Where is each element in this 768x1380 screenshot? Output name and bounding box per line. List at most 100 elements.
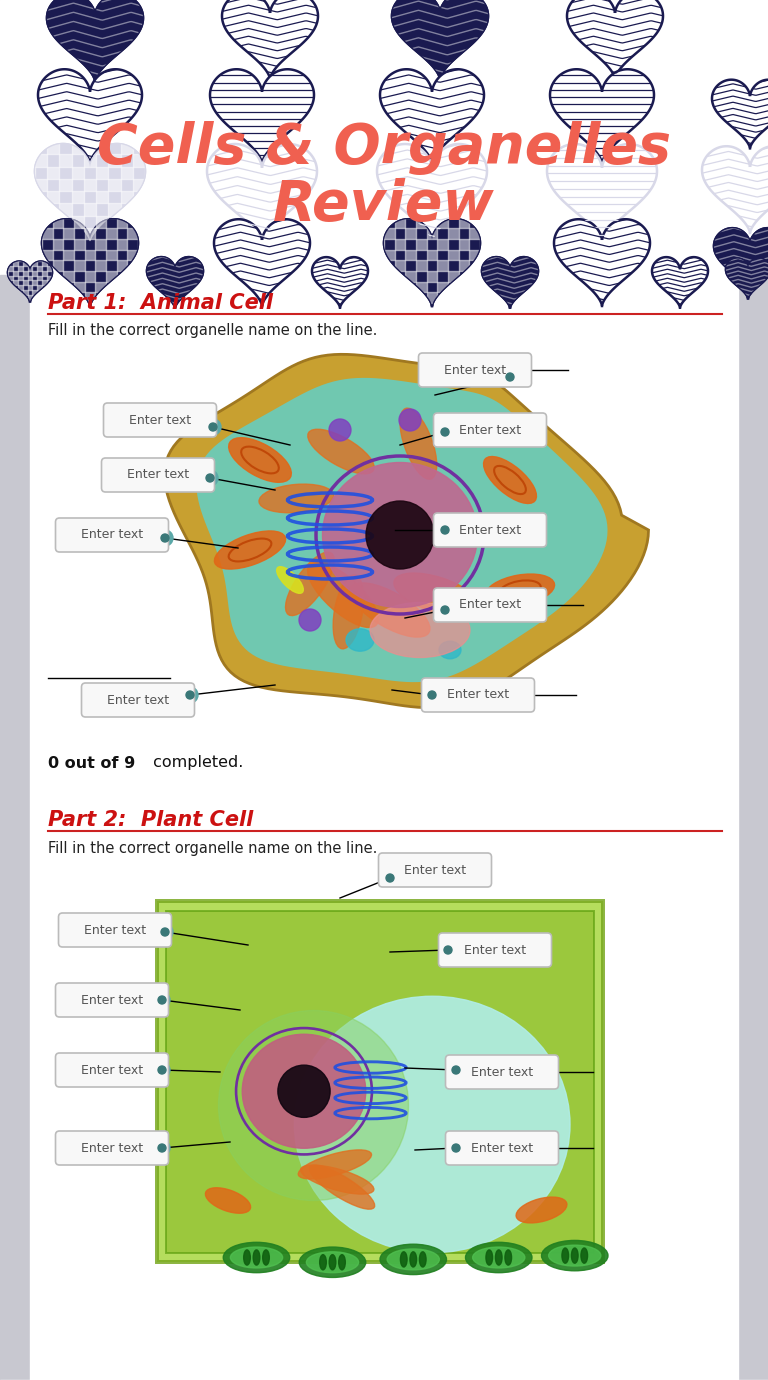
PathPatch shape xyxy=(197,378,607,682)
Bar xyxy=(59,155,71,167)
Bar xyxy=(149,186,159,196)
PathPatch shape xyxy=(8,262,52,301)
Bar xyxy=(47,167,59,179)
Bar xyxy=(28,305,32,309)
Bar xyxy=(23,142,35,155)
Bar xyxy=(23,299,28,305)
Ellipse shape xyxy=(300,1165,374,1194)
Bar xyxy=(47,117,59,130)
Bar xyxy=(480,196,491,207)
Bar xyxy=(458,261,469,270)
Bar xyxy=(96,167,108,179)
Bar xyxy=(57,246,61,251)
PathPatch shape xyxy=(47,0,143,81)
Bar xyxy=(35,130,47,142)
Ellipse shape xyxy=(323,462,478,607)
Bar xyxy=(437,239,448,250)
FancyBboxPatch shape xyxy=(55,518,168,552)
Bar xyxy=(416,175,427,186)
Bar xyxy=(502,304,512,313)
Bar xyxy=(0,257,3,261)
Bar xyxy=(491,186,502,196)
Bar xyxy=(38,276,42,280)
Bar xyxy=(71,240,84,253)
Bar xyxy=(106,228,117,239)
Bar xyxy=(117,175,127,186)
Bar xyxy=(149,293,159,304)
Ellipse shape xyxy=(366,501,434,569)
Circle shape xyxy=(161,534,169,542)
Ellipse shape xyxy=(485,574,554,606)
Bar xyxy=(96,142,108,155)
Bar xyxy=(52,299,57,305)
Bar xyxy=(458,304,469,313)
Bar xyxy=(121,215,133,228)
Bar xyxy=(384,207,395,218)
Bar xyxy=(59,228,71,240)
PathPatch shape xyxy=(47,0,143,81)
Bar xyxy=(106,250,117,261)
Bar xyxy=(8,276,13,280)
Bar xyxy=(127,293,138,304)
Bar xyxy=(480,261,491,270)
Circle shape xyxy=(502,368,518,385)
Bar xyxy=(84,186,95,196)
Bar xyxy=(170,240,182,253)
Bar xyxy=(133,253,145,265)
PathPatch shape xyxy=(35,144,145,243)
Circle shape xyxy=(437,522,453,538)
Circle shape xyxy=(448,1140,464,1156)
Bar xyxy=(74,196,84,207)
Bar xyxy=(149,270,159,282)
Bar xyxy=(13,241,18,246)
Bar xyxy=(427,186,437,196)
Ellipse shape xyxy=(400,1252,407,1267)
Bar xyxy=(106,293,117,304)
Ellipse shape xyxy=(333,575,363,649)
Bar xyxy=(157,179,170,190)
Bar xyxy=(95,218,106,228)
Bar xyxy=(373,218,384,228)
Bar xyxy=(121,167,133,179)
Bar xyxy=(32,299,38,305)
PathPatch shape xyxy=(726,258,768,298)
PathPatch shape xyxy=(312,257,368,308)
Ellipse shape xyxy=(439,642,461,658)
Bar xyxy=(47,305,52,309)
Bar xyxy=(52,261,57,266)
Ellipse shape xyxy=(329,420,351,442)
Circle shape xyxy=(157,925,173,940)
Bar xyxy=(458,175,469,186)
Bar xyxy=(23,190,35,203)
Bar xyxy=(71,215,84,228)
Bar xyxy=(437,261,448,270)
FancyBboxPatch shape xyxy=(166,911,594,1253)
Bar xyxy=(61,290,67,295)
Bar xyxy=(458,239,469,250)
Bar xyxy=(53,239,63,250)
Bar xyxy=(159,218,170,228)
Bar xyxy=(458,196,469,207)
Bar xyxy=(448,250,458,261)
Bar xyxy=(395,261,406,270)
Bar xyxy=(170,215,182,228)
Ellipse shape xyxy=(300,1248,366,1278)
Ellipse shape xyxy=(410,1252,416,1267)
Bar xyxy=(437,324,448,335)
Bar xyxy=(57,305,61,309)
Bar xyxy=(71,117,84,130)
Bar xyxy=(502,175,512,186)
Bar xyxy=(469,293,480,304)
Bar xyxy=(57,257,61,261)
Text: Enter text: Enter text xyxy=(459,599,521,611)
Bar xyxy=(59,130,71,142)
Ellipse shape xyxy=(294,996,570,1253)
Bar xyxy=(42,313,53,324)
Ellipse shape xyxy=(230,1248,283,1268)
Bar xyxy=(84,179,96,190)
Bar xyxy=(448,313,458,324)
Ellipse shape xyxy=(205,1188,250,1213)
Bar xyxy=(42,270,53,282)
Bar xyxy=(145,142,157,155)
Bar xyxy=(108,155,121,167)
